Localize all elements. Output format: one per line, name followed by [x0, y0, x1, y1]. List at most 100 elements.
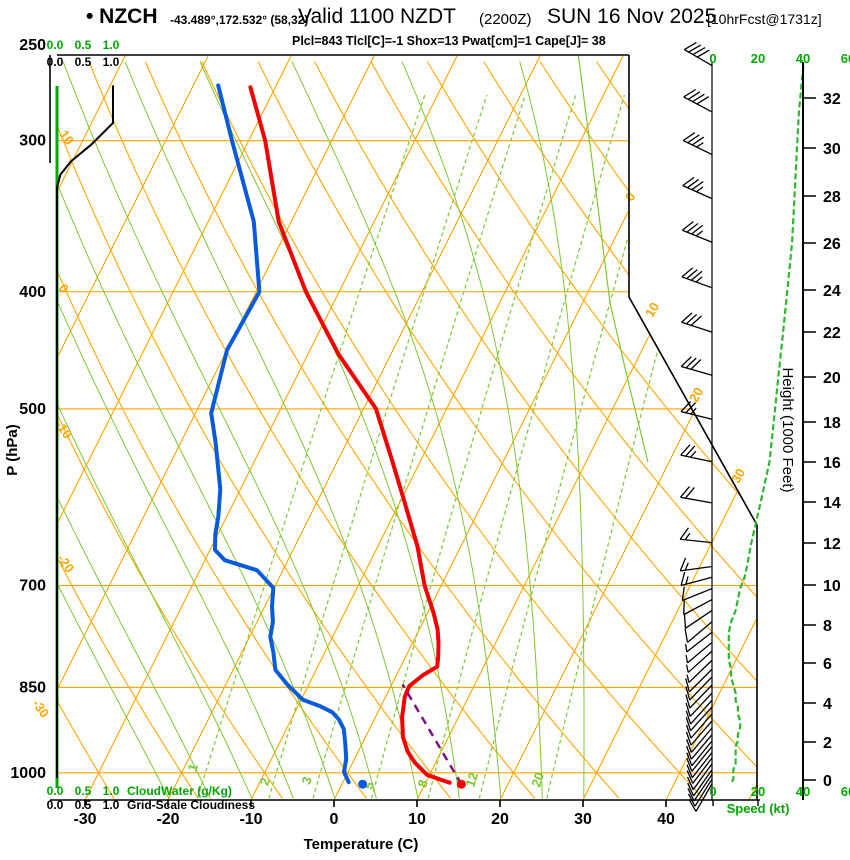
isotherm-line [499, 55, 757, 800]
speed-scale-bottom: 20 [751, 784, 765, 799]
height-tick-label: 6 [823, 656, 832, 673]
height-tick-label: 12 [823, 536, 841, 553]
isotherm-label: 10 [642, 300, 662, 320]
wind-barb [683, 88, 713, 113]
dry-adiabat-line [201, 61, 704, 799]
wind-barb [685, 684, 713, 709]
height-tick-label: 26 [823, 236, 841, 253]
cloudiness-axis-label: Grid-Scale Cloudiness [127, 798, 255, 812]
temp-tick-label: 40 [657, 811, 675, 828]
mixing-ratio-line [427, 94, 625, 799]
pressure-axis-title: P (hPa) [4, 424, 21, 475]
dry-adiabat-line [57, 61, 283, 799]
wind-barb [685, 631, 713, 653]
height-tick-label: 14 [823, 495, 841, 512]
temp-tick-label: 10 [408, 811, 426, 828]
cloudwater-scale-bottom: 1.0 [103, 784, 120, 798]
isotherm-line [333, 55, 707, 800]
wind-barb [685, 720, 713, 746]
mixing-ratio-label: 3 [298, 775, 315, 787]
mixing-ratio-label: 8 [414, 778, 431, 790]
dry-adiabat-line [426, 61, 757, 799]
wind-barb [680, 356, 713, 376]
speed-scales: 00202040406060Speed (kt) [709, 51, 850, 816]
moist-adiabat-line [62, 61, 377, 799]
speed-axis-title: Speed (kt) [727, 801, 790, 816]
wind-barb [685, 641, 713, 664]
height-tick-label: 20 [823, 370, 841, 387]
sounding-profiles [55, 83, 466, 789]
station-title: • NZCH [86, 5, 158, 28]
valid-time: Valid 1100 NZDT [298, 5, 456, 28]
mixing-ratio-line [546, 94, 727, 799]
isotherm-label: 0 [622, 190, 639, 204]
temp-tick-label: 0 [330, 811, 339, 828]
cloudwater-scale-bottom: 0.5 [75, 784, 92, 798]
mixing-ratio-label: 20 [528, 770, 547, 788]
isotherm-line [582, 55, 757, 800]
wind-barb [686, 659, 713, 683]
wind-barb [680, 444, 713, 463]
wind-barb [684, 621, 713, 643]
cloudwater-scale-top: 0.0 [47, 38, 64, 52]
dry-adiabat-label: 10 [56, 127, 77, 147]
temperature-axis-title: Temperature (C) [304, 836, 419, 853]
mixing-ratio-line [312, 94, 526, 799]
wind-barb [686, 746, 713, 772]
valid-date: SUN 16 Nov 2025 [547, 5, 717, 28]
temp-tick-label: 30 [574, 811, 592, 828]
cloud-scales: 0.00.00.00.00.50.50.50.51.01.01.01.0Clou… [47, 38, 256, 812]
mixing-ratio-label: 2 [256, 776, 273, 788]
speed-scale-bottom: 0 [709, 784, 716, 799]
plot-frame: -30 -20 -10 0 10 20 30 402503004005007008501000… [4, 37, 760, 853]
temperature-curve [248, 85, 452, 785]
wind-barb [687, 774, 713, 802]
height-axis-title: Height (1000 Feet) [779, 367, 796, 492]
dry-adiabat-line [257, 61, 757, 799]
cloudiness-scale-top: 1.0 [103, 55, 120, 69]
wind-barb [686, 734, 713, 760]
dry-adiabat-line [370, 61, 757, 799]
wind-barb [687, 769, 713, 797]
wind-barb [680, 401, 713, 420]
wind-barb [685, 699, 713, 725]
height-tick-label: 18 [823, 415, 841, 432]
green-aux-line [577, 55, 649, 463]
pressure-tick-label: 250 [19, 37, 46, 54]
station-coords: -43.489°,172.532° (58,32) [170, 13, 309, 27]
isotherm-line [416, 55, 757, 800]
height-tick-label: 8 [823, 618, 832, 635]
cloudiness-scale-top: 0.0 [47, 55, 64, 69]
wind-barb [679, 557, 713, 572]
pressure-tick-label: 1000 [10, 765, 46, 782]
wind-barb [686, 752, 713, 779]
pressure-tick-label: 850 [19, 679, 46, 696]
wind-barb [688, 783, 713, 812]
wind-barb [685, 692, 713, 717]
cloudwater-axis-label: CloudWater (g/Kg) [127, 784, 232, 798]
moist-adiabat-line [401, 61, 543, 799]
dry-adiabat-line [57, 61, 452, 799]
parcel-path [401, 683, 463, 785]
height-tick-label: 4 [823, 696, 832, 713]
dry-adiabat-line [57, 61, 115, 799]
isotherm-label: 20 [686, 385, 706, 405]
cloudiness-scale-bottom: 1.0 [103, 798, 120, 812]
mixing-ratio-line [268, 94, 488, 799]
height-tick-label: 30 [823, 141, 841, 158]
wind-barb [679, 527, 713, 544]
isotherm-line [84, 55, 458, 800]
temp-tick-label: -10 [239, 811, 262, 828]
wind-barb [685, 706, 713, 732]
wind-barb [687, 778, 713, 807]
surface-temp-dot [456, 779, 466, 789]
height-tick-label: 24 [823, 283, 841, 300]
isotherm-line [250, 55, 624, 800]
height-tick-label: 2 [823, 735, 832, 752]
moist-adiabat-line [57, 61, 170, 799]
cloudwater-scale-top: 1.0 [103, 38, 120, 52]
speed-scale-bottom: 40 [796, 784, 810, 799]
temp-tick-label: 20 [491, 811, 509, 828]
speed-scale-top: 20 [751, 51, 765, 66]
